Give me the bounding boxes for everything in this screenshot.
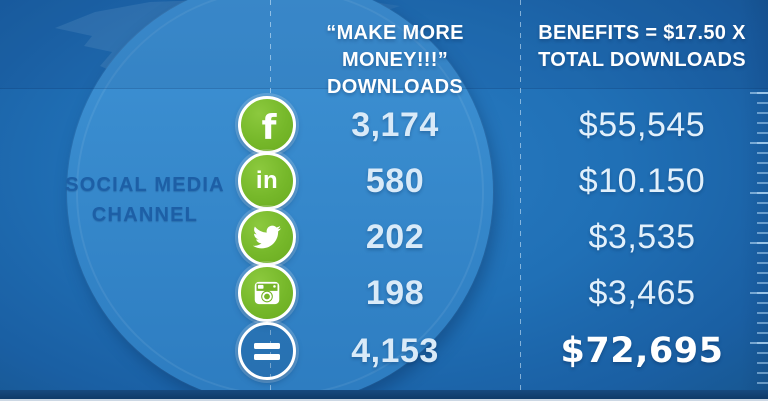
linkedin-downloads-value: 580 <box>365 161 425 200</box>
twitter-downloads-value: 202 <box>365 217 425 256</box>
benefits-header-line1: BENEFITS = $17.50 X <box>538 22 746 44</box>
side-label-line1: SOCIAL MEDIA <box>65 174 225 196</box>
twitter-bird-glyph <box>253 225 281 249</box>
linkedin-benefit-value: $10.150 <box>578 161 706 200</box>
social-media-channel-label: SOCIAL MEDIA CHANNEL <box>40 170 250 230</box>
twitter-icon <box>238 208 296 266</box>
bottom-edge-line <box>0 399 768 401</box>
instagram-benefit-value: $3,465 <box>588 273 696 312</box>
equals-icon <box>238 322 296 380</box>
instagram-downloads-value: 198 <box>365 273 425 312</box>
table-row-facebook: f 3,174 $55,545 <box>0 95 768 155</box>
column-divider-right <box>520 0 521 390</box>
facebook-downloads-value: 3,174 <box>351 105 439 144</box>
twitter-benefit-value: $3,535 <box>588 217 696 256</box>
facebook-benefit-value: $55,545 <box>578 105 706 144</box>
linkedin-in-glyph: in <box>255 167 279 194</box>
header-band <box>0 0 768 89</box>
ruler-ticks-major <box>750 92 768 392</box>
benefits-column-header: BENEFITS = $17.50 X TOTAL DOWNLOADS <box>522 20 762 74</box>
instagram-camera-glyph <box>254 281 280 305</box>
downloads-header-line2: DOWNLOADS <box>326 76 464 98</box>
downloads-header-line1: “MAKE MORE MONEY!!!” <box>326 22 464 71</box>
side-label-line2: CHANNEL <box>91 204 199 226</box>
equals-glyph <box>254 342 280 360</box>
bottom-dark-bar <box>0 390 768 399</box>
table-row-instagram: 198 $3,465 <box>0 263 768 323</box>
table-row-linkedin: in 580 $10.150 <box>0 151 768 211</box>
total-downloads-value: 4,153 <box>351 331 439 370</box>
downloads-column-header: “MAKE MORE MONEY!!!” DOWNLOADS <box>272 20 518 101</box>
table-row-twitter: 202 $3,535 <box>0 207 768 267</box>
instagram-icon <box>238 264 296 322</box>
total-benefit-value: $72,695 <box>560 331 724 371</box>
facebook-f-glyph: f <box>261 108 277 148</box>
table-row-total: 4,153 $72,695 <box>0 321 768 381</box>
benefits-header-line2: TOTAL DOWNLOADS <box>538 49 746 71</box>
